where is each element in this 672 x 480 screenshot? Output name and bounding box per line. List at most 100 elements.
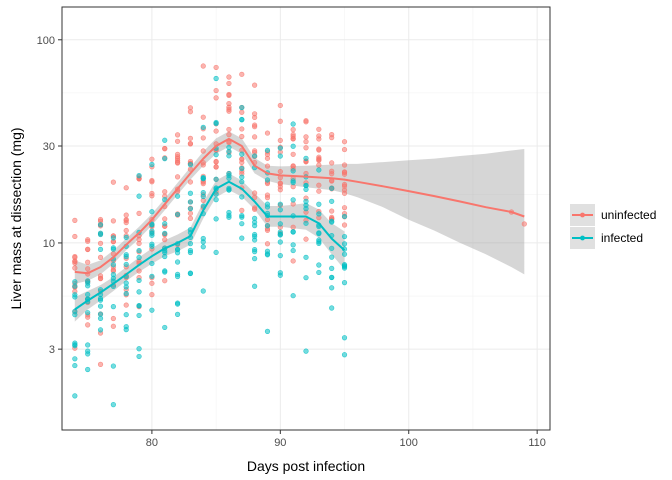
- uninfected-point: [72, 258, 78, 265]
- infected-point: [174, 259, 181, 265]
- uninfected-point: [213, 87, 219, 94]
- uninfected-point: [316, 182, 322, 188]
- infected-point: [213, 75, 219, 82]
- uninfected-point: [316, 157, 322, 163]
- uninfected-point: [97, 216, 104, 223]
- infected-point: [174, 271, 181, 277]
- uninfected-point: [200, 148, 206, 154]
- y-tick-label: 10: [43, 238, 55, 250]
- infected-point: [200, 244, 206, 250]
- infected-point: [226, 175, 232, 181]
- infected-point: [264, 223, 271, 229]
- infected-point: [187, 270, 194, 277]
- confidence-ribbons: [74, 131, 525, 322]
- infected-point: [162, 221, 168, 227]
- uninfected-point: [85, 246, 91, 252]
- infected-point: [110, 304, 116, 310]
- infected-point: [316, 269, 322, 276]
- infected-point: [341, 335, 348, 341]
- infected-point: [110, 275, 116, 281]
- legend-key-point: [580, 235, 585, 241]
- x-tick-label: 80: [146, 437, 158, 449]
- infected-point: [200, 288, 206, 294]
- infected-point: [290, 229, 296, 235]
- uninfected-point: [72, 233, 78, 240]
- uninfected-point: [187, 215, 194, 221]
- infected-point: [136, 346, 142, 352]
- infected-point: [290, 168, 296, 174]
- infected-point: [239, 174, 245, 180]
- uninfected-point: [264, 130, 271, 136]
- infected-point: [329, 245, 335, 251]
- infected-point: [329, 285, 335, 291]
- infected-point: [149, 209, 155, 215]
- infected-point: [303, 155, 309, 161]
- infected-point: [226, 187, 232, 193]
- uninfected-point: [252, 134, 258, 140]
- infected-point: [213, 176, 219, 182]
- infected-point: [239, 214, 245, 220]
- infected-point: [162, 324, 168, 331]
- infected-point: [72, 356, 78, 362]
- infected-point: [316, 211, 322, 217]
- uninfected-point: [252, 114, 258, 121]
- uninfected-point: [149, 292, 155, 298]
- infected-point: [329, 265, 335, 271]
- legend-key-point: [580, 212, 585, 218]
- uninfected-point: [341, 222, 348, 228]
- legend-label: infected: [601, 231, 643, 245]
- uninfected-point: [110, 179, 116, 185]
- uninfected-point: [162, 216, 168, 222]
- infected-point: [174, 193, 181, 199]
- infected-point: [72, 393, 78, 399]
- infected-point: [239, 179, 245, 185]
- uninfected-point: [72, 217, 78, 223]
- uninfected-point: [239, 133, 245, 140]
- infected-point: [136, 254, 142, 261]
- uninfected-point: [239, 71, 245, 77]
- infected-point: [123, 324, 129, 330]
- uninfected-point: [226, 132, 232, 138]
- uninfected-point: [162, 237, 168, 243]
- uninfected-point: [174, 174, 181, 180]
- infected-point: [252, 233, 258, 240]
- infected-point: [162, 197, 168, 203]
- uninfected-point: [316, 146, 322, 152]
- uninfected-point: [187, 210, 194, 216]
- infected-point: [149, 307, 155, 313]
- infected-point: [290, 121, 296, 127]
- uninfected-point: [316, 188, 322, 194]
- infected-point: [187, 190, 194, 196]
- uninfected-point: [341, 169, 348, 175]
- uninfected-point: [187, 105, 194, 111]
- infected-point: [97, 246, 104, 252]
- infected-point: [303, 254, 309, 260]
- uninfected-point: [162, 146, 168, 152]
- infected-point: [341, 263, 348, 269]
- y-axis-title: Liver mass at dissection (mg): [8, 127, 24, 309]
- infected-point: [123, 234, 129, 241]
- infected-point: [85, 280, 91, 286]
- infected-point: [136, 312, 142, 319]
- uninfected-point: [316, 162, 322, 168]
- infected-point: [187, 247, 194, 254]
- uninfected-point: [123, 302, 129, 308]
- infected-point: [290, 242, 296, 248]
- uninfected-point: [303, 134, 309, 140]
- infected-point: [72, 279, 78, 285]
- infected-point: [277, 201, 283, 207]
- uninfected-point: [239, 109, 245, 115]
- infected-point: [72, 283, 78, 289]
- uninfected-point: [213, 128, 219, 134]
- uninfected-point: [97, 361, 104, 367]
- uninfected-point: [110, 218, 116, 224]
- infected-point: [341, 213, 348, 220]
- infected-point: [239, 194, 245, 200]
- infected-smooth-line: [74, 180, 346, 311]
- infected-point: [187, 162, 194, 168]
- uninfected-point: [85, 266, 91, 272]
- infected-point: [252, 153, 258, 159]
- uninfected-point: [329, 160, 335, 166]
- infected-point: [316, 167, 322, 173]
- uninfected-point: [123, 219, 129, 226]
